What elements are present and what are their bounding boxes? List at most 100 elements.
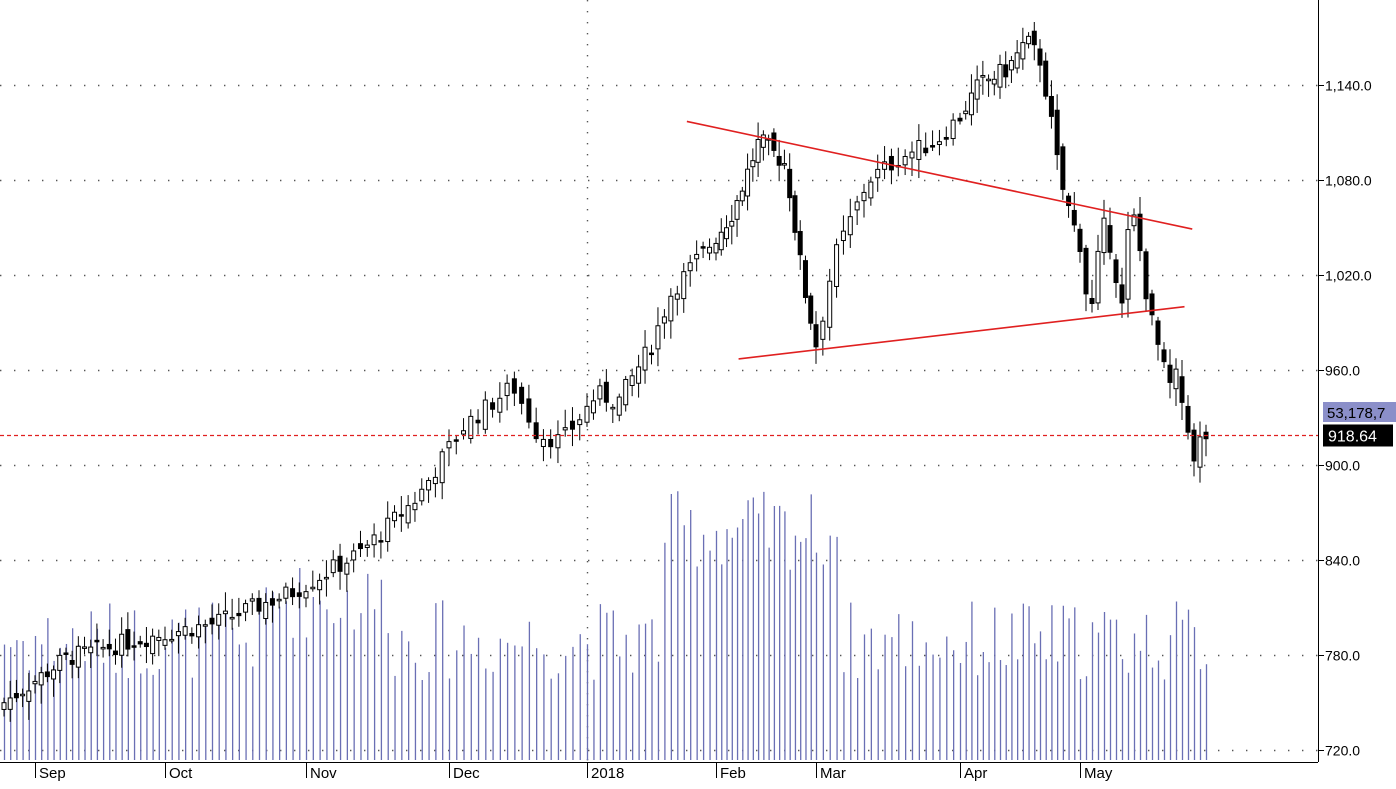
candle-up — [1197, 436, 1203, 468]
candle-up — [119, 633, 125, 656]
candle-up — [202, 624, 208, 627]
candle-down — [112, 650, 118, 656]
x-tick-label-apr: Apr — [964, 765, 987, 782]
candle-down — [378, 540, 384, 543]
candle-up — [344, 562, 350, 575]
candle-up — [504, 382, 510, 397]
candle-down — [603, 381, 609, 403]
candle-up — [1131, 214, 1137, 227]
candle-up — [243, 603, 249, 613]
candle-up — [1, 702, 7, 710]
candle-up — [26, 690, 32, 702]
candle-up — [310, 586, 316, 590]
candle-down — [1054, 109, 1060, 156]
x-axis: Sep Oct Nov Dec 2018 Feb Mar Apr May — [0, 762, 1318, 784]
candle-down — [649, 352, 654, 356]
candle-down — [813, 324, 819, 348]
x-tick-label-mar: Mar — [820, 765, 846, 782]
candle-up — [468, 415, 474, 439]
candle-down — [792, 195, 798, 233]
candle-up — [162, 639, 168, 646]
candle-down — [1185, 405, 1191, 433]
candle-down — [398, 514, 404, 517]
candle-down — [357, 543, 363, 550]
candle-up — [840, 230, 846, 242]
candle-down — [1155, 320, 1161, 345]
y-tick-label: 1,080.0 — [1325, 173, 1372, 189]
candle-down — [511, 378, 517, 394]
price-candles — [1, 22, 1209, 722]
candle-down — [1060, 146, 1066, 190]
candle-down — [776, 155, 782, 166]
candle-down — [1089, 297, 1095, 304]
candle-up — [182, 626, 188, 636]
candle-up — [229, 616, 235, 620]
candle-up — [590, 400, 596, 414]
candle-up — [555, 434, 561, 449]
x-tick-label-may: May — [1084, 765, 1113, 782]
candle-up — [729, 220, 735, 227]
candle-up — [655, 325, 661, 350]
candle-up — [760, 134, 766, 148]
trendlines — [0, 120, 1318, 437]
candle-up — [745, 168, 751, 197]
candle-up — [196, 624, 202, 638]
candle-up — [1008, 60, 1014, 71]
candle-up — [222, 610, 228, 615]
candle-up — [51, 669, 57, 680]
candle-down — [700, 246, 706, 249]
candle-up — [1173, 368, 1179, 390]
candle-up — [980, 74, 986, 78]
candle-up — [150, 635, 156, 655]
x-tick-label-oct: Oct — [169, 765, 193, 782]
candle-up — [713, 242, 719, 254]
candle-up — [936, 141, 942, 145]
candle-up — [461, 430, 467, 435]
candle-up — [597, 385, 603, 400]
candle-down — [131, 645, 137, 648]
candle-up — [562, 427, 568, 431]
candle-up — [392, 511, 398, 522]
candle-up — [636, 366, 642, 384]
candle-down — [1048, 95, 1054, 117]
candle-down — [189, 632, 195, 637]
candle-up — [364, 544, 370, 548]
candle-down — [526, 398, 532, 423]
candle-up — [1026, 35, 1032, 45]
price-label: 918.64 — [1328, 428, 1377, 445]
candle-up — [750, 160, 756, 168]
candle-up — [902, 155, 908, 166]
candle-up — [540, 438, 546, 448]
candle-up — [497, 397, 503, 413]
candle-down — [1191, 429, 1197, 462]
candle-down — [1083, 247, 1089, 295]
x-tick-label-sep: Sep — [39, 765, 66, 782]
candle-up — [694, 253, 700, 260]
candle-up — [432, 476, 438, 485]
y-axis-band — [1319, 0, 1396, 784]
candle-down — [943, 136, 949, 140]
candle-down — [787, 168, 793, 199]
candle-up — [1125, 229, 1131, 300]
candle-up — [687, 262, 693, 272]
candle-up — [38, 672, 44, 686]
candle-down — [533, 422, 539, 440]
candle-up — [283, 586, 289, 599]
candle-down — [1179, 376, 1185, 403]
candle-up — [724, 227, 730, 240]
candle-up — [57, 654, 63, 671]
candle-down — [94, 639, 100, 643]
candle-down — [519, 386, 525, 404]
candle-up — [156, 636, 162, 641]
candle-up — [169, 638, 175, 642]
volume-label: 53,178,7 — [1327, 405, 1385, 422]
candle-down — [63, 652, 69, 655]
candle-up — [303, 591, 309, 599]
candle-up — [419, 488, 425, 502]
candle-up — [827, 280, 833, 328]
candle-down — [269, 598, 275, 606]
candle-up — [875, 168, 881, 179]
candle-up — [20, 693, 26, 697]
